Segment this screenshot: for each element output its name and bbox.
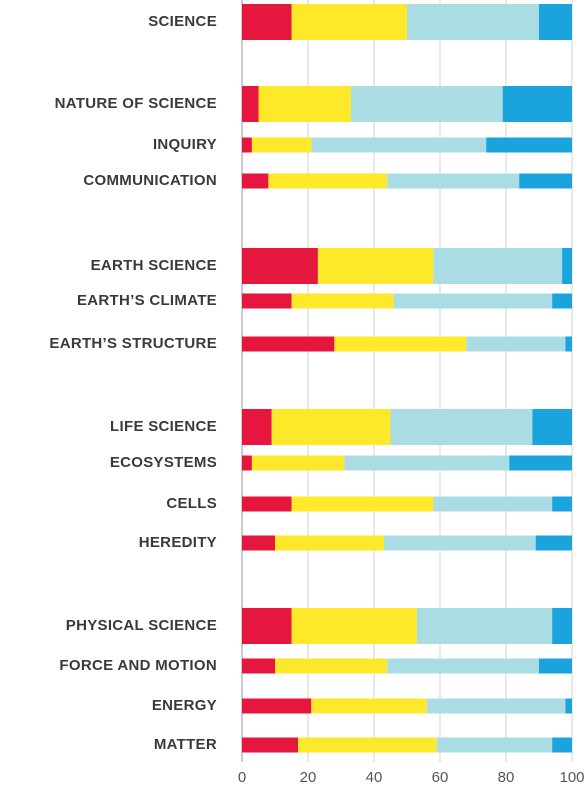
bar-segment [562,248,572,284]
bar-segment [291,496,434,512]
bar-segment [407,4,539,40]
bar-segment [242,455,252,471]
bar-segment [552,608,572,644]
bar-segment [242,409,272,445]
bar-segment [242,248,318,284]
bar-segment [519,173,572,189]
bar-segment [242,293,292,309]
bar-segment [242,496,292,512]
y-tick-label: CELLS [166,495,217,512]
bar-segment [271,409,391,445]
bar-segment [242,336,335,352]
bar-segment [258,86,351,122]
bar-segment [242,137,252,153]
bar-segment [552,293,572,309]
bar-segment [383,535,536,551]
bar-segment [433,248,563,284]
y-tick-label: PHYSICAL SCIENCE [66,617,217,634]
bar-segment [242,698,312,714]
x-tick-label: 60 [432,769,449,786]
bar-segment [242,737,299,753]
y-tick-label: COMMUNICATION [83,172,217,189]
bar-segment [436,737,553,753]
bar-segment [242,535,275,551]
bar-segment [486,137,572,153]
bar-segment [539,4,572,40]
bar-segment [334,336,467,352]
y-tick-label: ECOSYSTEMS [110,454,217,471]
bar-segment [268,173,388,189]
bar-segment [393,293,553,309]
bar-segment [387,658,539,674]
bar-segment [509,455,572,471]
bar-segment [251,455,345,471]
bar-segment [317,248,434,284]
bar-segment [387,173,520,189]
bar-segment [552,496,572,512]
bar-segment [426,698,566,714]
x-tick-label: 40 [366,769,383,786]
bar-segment [291,293,394,309]
y-tick-label: MATTER [154,736,217,753]
y-tick-label: ENERGY [152,697,217,714]
bar-segment [311,698,427,714]
bar-segment [532,409,572,445]
bar-segment [535,535,572,551]
bar-segment [251,137,312,153]
y-tick-label: NATURE OF SCIENCE [55,95,217,112]
bar-segment [416,608,553,644]
y-tick-label: EARTH’S CLIMATE [77,292,217,309]
bar-segment [539,658,572,674]
y-tick-label: INQUIRY [153,136,217,153]
bar-segment [275,535,384,551]
y-tick-label: HEREDITY [139,534,217,551]
bar-segment [242,608,292,644]
bar-segment [242,86,259,122]
bar-segment [433,496,553,512]
bar-segment [344,455,510,471]
bar-segment [275,658,388,674]
y-tick-label: EARTH SCIENCE [91,257,217,274]
bar-segment [291,4,407,40]
bar-segment [311,137,487,153]
y-tick-label: EARTH’S STRUCTURE [49,335,217,352]
bar-segment [242,658,275,674]
x-tick-label: 0 [238,769,246,786]
bar-segment [552,737,572,753]
y-tick-label: FORCE AND MOTION [59,657,217,674]
bar-segment [291,608,417,644]
bar-segment [242,173,269,189]
x-tick-label: 80 [498,769,515,786]
bar-segment [565,698,572,714]
bar-segment [350,86,503,122]
x-tick-label: 20 [300,769,317,786]
y-tick-label: SCIENCE [148,13,217,30]
bar-segment [390,409,533,445]
bar-segment [565,336,572,352]
x-tick-label: 100 [559,769,584,786]
bar-segment [298,737,437,753]
bar-segment [466,336,566,352]
y-tick-label: LIFE SCIENCE [110,418,217,435]
bar-segment [242,4,292,40]
bar-segment [502,86,572,122]
